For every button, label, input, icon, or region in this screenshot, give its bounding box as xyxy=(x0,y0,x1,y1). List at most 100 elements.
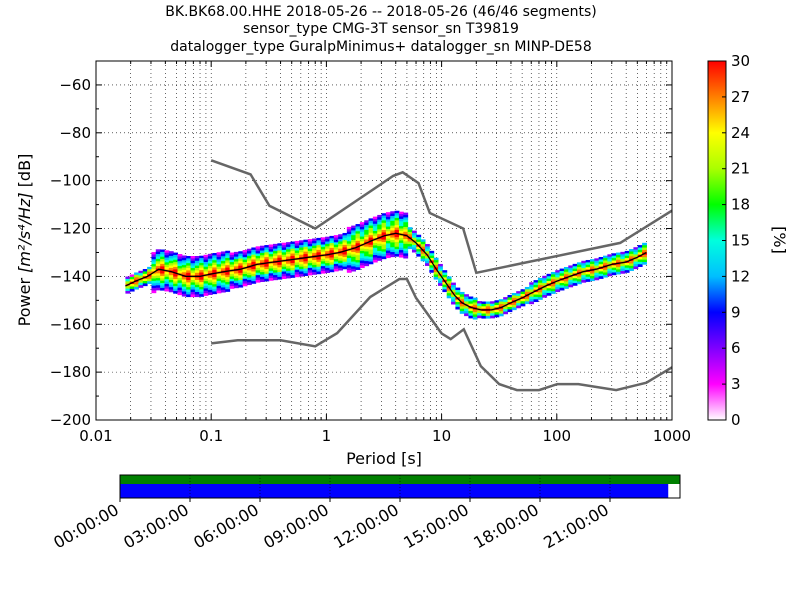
histogram-cell xyxy=(390,225,396,229)
histogram-cell xyxy=(242,276,248,280)
histogram-cell xyxy=(372,247,378,251)
histogram-cell xyxy=(385,214,391,218)
histogram-cell xyxy=(216,278,222,282)
histogram-cell xyxy=(316,242,322,246)
histogram-cell xyxy=(220,280,226,283)
histogram-cell xyxy=(229,257,235,261)
histogram-cell xyxy=(520,294,526,297)
histogram-cell xyxy=(607,261,613,265)
histogram-cell xyxy=(568,277,574,281)
histogram-cell xyxy=(385,248,391,251)
histogram-cell xyxy=(624,262,630,266)
histogram-cell xyxy=(524,296,530,300)
histogram-cell xyxy=(346,260,352,264)
y-tick-label: −80 xyxy=(59,124,91,142)
colorbar-tick-label: 21 xyxy=(731,160,750,178)
histogram-cell xyxy=(177,270,183,274)
histogram-cell xyxy=(481,311,487,314)
histogram-cell xyxy=(420,246,426,250)
histogram-cell xyxy=(151,290,157,294)
histogram-cell xyxy=(442,284,448,288)
histogram-cell xyxy=(281,266,287,270)
histogram-cell xyxy=(168,265,174,269)
histogram-cell xyxy=(281,252,287,255)
histogram-cell xyxy=(225,262,231,266)
histogram-cell xyxy=(520,291,526,295)
histogram-cell xyxy=(372,233,378,237)
histogram-cell xyxy=(451,289,456,293)
histogram-cell xyxy=(294,262,300,266)
histogram-cell xyxy=(186,292,192,295)
histogram-cell xyxy=(381,246,387,250)
histogram-cell xyxy=(303,270,309,274)
histogram-cell xyxy=(398,228,404,232)
histogram-cell xyxy=(190,263,196,266)
histogram-cell xyxy=(160,259,165,262)
histogram-cell xyxy=(229,266,235,270)
histogram-cell xyxy=(155,251,161,255)
histogram-cell xyxy=(268,263,274,267)
x-tick-label: 100 xyxy=(542,427,571,445)
histogram-cell xyxy=(151,288,157,291)
histogram-cell xyxy=(472,300,478,303)
histogram-cell xyxy=(451,296,456,300)
histogram-cell xyxy=(233,256,239,260)
histogram-cell xyxy=(325,263,330,266)
histogram-cell xyxy=(320,251,326,255)
histogram-cell xyxy=(316,252,322,256)
histogram-cell xyxy=(281,249,287,253)
histogram-cell xyxy=(381,256,387,260)
histogram-cell xyxy=(629,261,634,264)
histogram-cell xyxy=(368,251,374,255)
histogram-cell xyxy=(333,249,339,253)
histogram-cell xyxy=(312,267,317,270)
histogram-cell xyxy=(524,286,530,290)
histogram-cell xyxy=(355,267,361,270)
histogram-cell xyxy=(264,276,270,279)
histogram-cell xyxy=(572,268,578,272)
histogram-cell xyxy=(290,243,296,247)
histogram-cell xyxy=(155,261,161,264)
histogram-cell xyxy=(212,279,218,283)
histogram-cell xyxy=(598,261,604,265)
histogram-cell xyxy=(186,256,192,259)
histogram-cell xyxy=(129,276,135,280)
histogram-cell xyxy=(494,305,500,308)
histogram-cell xyxy=(355,240,361,244)
histogram-cell xyxy=(537,294,543,298)
histogram-cell xyxy=(568,279,574,283)
histogram-cell xyxy=(416,234,422,238)
histogram-cell xyxy=(203,271,209,275)
histogram-cell xyxy=(129,274,135,278)
histogram-cell xyxy=(485,313,491,317)
histogram-cell xyxy=(264,254,270,258)
histogram-cell xyxy=(372,231,378,234)
histogram-cell xyxy=(394,225,400,228)
data-coverage: 00:00:0003:00:0006:00:0009:00:0012:00:00… xyxy=(50,474,681,552)
histogram-cell xyxy=(277,243,283,246)
histogram-cell xyxy=(294,243,300,247)
histogram-cell xyxy=(481,303,487,307)
histogram-cell xyxy=(503,301,509,305)
histogram-cell xyxy=(177,285,183,288)
histogram-cell xyxy=(181,279,187,283)
histogram-cell xyxy=(455,301,461,305)
histogram-cell xyxy=(273,243,278,247)
histogram-cell xyxy=(181,267,187,271)
histogram-cell xyxy=(442,270,448,273)
histogram-cell xyxy=(385,224,391,227)
histogram-cell xyxy=(160,283,165,286)
histogram-cell xyxy=(260,248,265,251)
histogram-cell xyxy=(147,278,152,282)
histogram-cell xyxy=(459,308,465,312)
histogram-cell xyxy=(273,251,278,254)
histogram-cell xyxy=(381,242,387,245)
histogram-cell xyxy=(333,268,339,272)
histogram-cell xyxy=(433,257,439,261)
histogram-cell xyxy=(368,256,374,260)
histogram-cell xyxy=(468,298,474,302)
histogram-cell xyxy=(464,308,469,312)
histogram-cell xyxy=(568,270,574,273)
histogram-cell xyxy=(260,274,265,278)
histogram-cell xyxy=(550,276,556,280)
